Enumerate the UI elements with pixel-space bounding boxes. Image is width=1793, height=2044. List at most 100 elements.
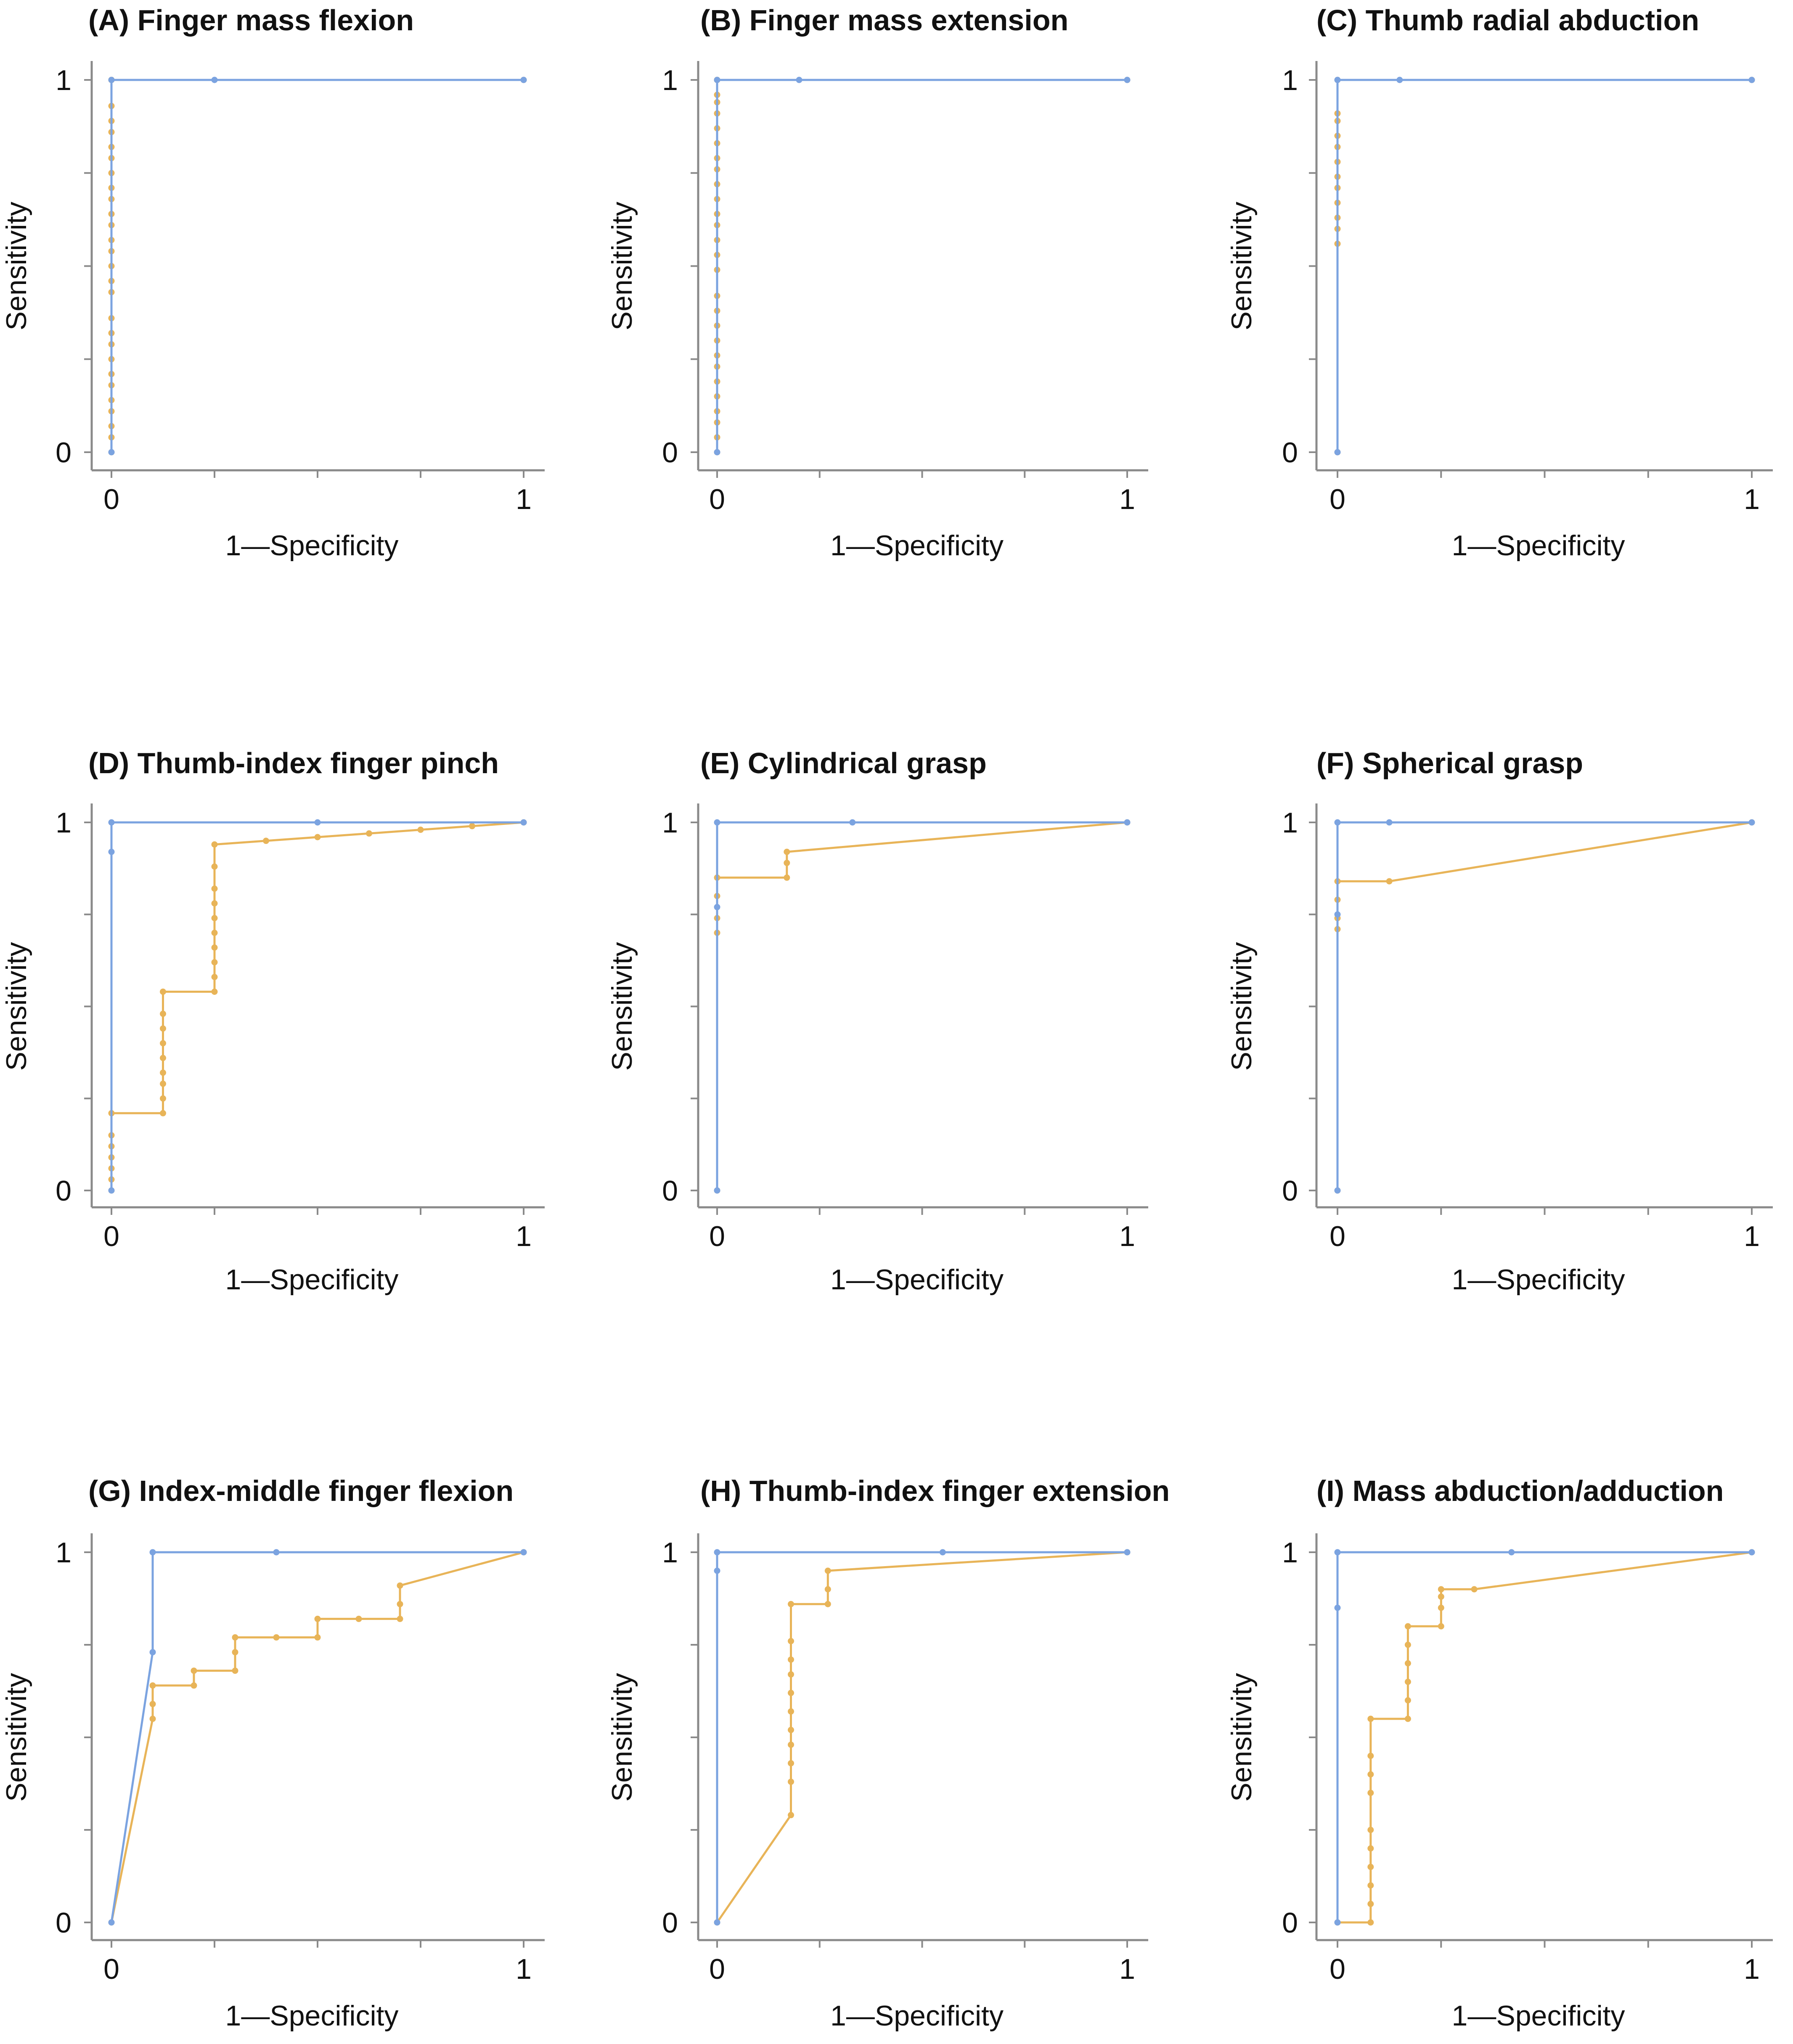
roc-point — [1334, 1549, 1341, 1556]
roc-point — [355, 1615, 362, 1622]
y-tick-label: 1 — [56, 807, 72, 839]
y-tick-label: 0 — [1282, 1175, 1298, 1207]
roc-point — [1367, 1789, 1374, 1796]
roc-point — [788, 1671, 794, 1678]
roc-point — [1404, 1697, 1411, 1704]
y-axis-label: Sensitivity — [1226, 201, 1258, 330]
roc-point — [314, 834, 321, 840]
roc-point — [211, 841, 218, 848]
roc-point — [1334, 1187, 1341, 1194]
x-axis-label: 1—Specificity — [1452, 530, 1625, 562]
roc-point — [263, 838, 269, 844]
roc-panel: (A) Finger mass flexion 0 1 0 1 Sensitivity 1—… — [0, 4, 545, 562]
roc-panel: (C) Thumb radial abduction 0 1 0 1 Sensitivit… — [1226, 4, 1773, 562]
roc-point — [788, 1726, 794, 1733]
y-tick-label: 0 — [56, 1175, 72, 1207]
roc-point — [397, 1582, 403, 1589]
panel-title: (I) Mass abduction/adduction — [1316, 1474, 1724, 1507]
x-tick-label: 0 — [709, 1220, 725, 1252]
roc-point — [1334, 911, 1341, 918]
roc-panel: (G) Index-middle finger flexion 0 1 0 1 Sensi… — [0, 1474, 545, 2032]
roc-curve-line — [716, 79, 1127, 452]
y-tick-label: 0 — [662, 1907, 678, 1939]
roc-point — [1438, 1623, 1444, 1630]
panel-title: (C) Thumb radial abduction — [1316, 4, 1699, 37]
roc-point — [1748, 77, 1755, 83]
roc-point — [788, 1638, 794, 1644]
roc-point — [211, 77, 218, 83]
roc-point — [796, 77, 802, 83]
roc-point — [469, 823, 475, 830]
roc-point — [314, 1615, 321, 1622]
roc-point — [1404, 1641, 1411, 1648]
roc-point — [1438, 1593, 1444, 1600]
roc-point — [714, 904, 720, 910]
roc-point — [1471, 1586, 1478, 1593]
roc-point — [714, 819, 720, 826]
y-axis-label: Sensitivity — [606, 942, 638, 1071]
roc-point — [1367, 1845, 1374, 1852]
x-tick-label: 1 — [516, 1953, 532, 1985]
roc-curve-line — [110, 79, 524, 452]
y-tick-label: 1 — [662, 64, 678, 96]
roc-curve-line — [1336, 821, 1752, 1190]
roc-point — [1386, 819, 1393, 826]
roc-curve-line — [1336, 1551, 1752, 1922]
roc-point — [149, 1701, 156, 1707]
panel-title: (B) Finger mass extension — [700, 4, 1068, 37]
roc-point — [520, 1549, 527, 1556]
x-axis-label: 1—Specificity — [225, 530, 399, 562]
roc-curve-line — [1336, 79, 1752, 452]
y-tick-label: 0 — [56, 1907, 72, 1939]
roc-point — [520, 819, 527, 826]
roc-point — [714, 1919, 720, 1926]
roc-point — [1367, 1919, 1374, 1926]
x-tick-label: 0 — [709, 1953, 725, 1985]
roc-point — [232, 1668, 238, 1674]
roc-point — [1334, 819, 1341, 826]
roc-point — [788, 1760, 794, 1767]
roc-point — [160, 1010, 166, 1017]
roc-point — [939, 1549, 946, 1556]
roc-point — [1438, 1586, 1444, 1593]
roc-point — [108, 1919, 115, 1926]
roc-curve-line — [1336, 79, 1752, 452]
y-tick-label: 1 — [1282, 1537, 1298, 1569]
y-axis-label: Sensitivity — [0, 942, 32, 1071]
roc-point — [784, 874, 790, 881]
roc-point — [1404, 1678, 1411, 1685]
roc-point — [784, 848, 790, 855]
roc-point — [1748, 1549, 1755, 1556]
roc-curve-line — [716, 1551, 1127, 1922]
roc-point — [1124, 77, 1131, 83]
y-tick-label: 0 — [662, 1175, 678, 1207]
roc-point — [108, 449, 115, 456]
y-axis-label: Sensitivity — [1226, 942, 1258, 1071]
y-axis-label: Sensitivity — [606, 201, 638, 330]
roc-point — [788, 1812, 794, 1819]
panel-title: (G) Index-middle finger flexion — [88, 1474, 514, 1507]
roc-point — [232, 1634, 238, 1641]
roc-point — [1334, 1919, 1341, 1926]
roc-panel: (E) Cylindrical grasp 0 1 0 1 Sensitivity 1—Sp… — [606, 747, 1148, 1296]
roc-point — [397, 1615, 403, 1622]
roc-curve-line — [1337, 1551, 1752, 1924]
roc-point — [714, 1549, 720, 1556]
x-tick-label: 0 — [1330, 1220, 1345, 1252]
roc-point — [160, 1110, 166, 1116]
roc-panel: (D) Thumb-index finger pinch 0 1 0 1 Sensitiv… — [0, 747, 545, 1296]
roc-point — [232, 1649, 238, 1656]
x-tick-label: 1 — [1744, 1220, 1760, 1252]
roc-point — [160, 1095, 166, 1102]
roc-point — [211, 974, 218, 980]
roc-panel: (I) Mass abduction/adduction 0 1 0 1 Sensitiv… — [1226, 1474, 1773, 2032]
y-tick-label: 1 — [56, 64, 72, 96]
roc-point — [1404, 1623, 1411, 1630]
roc-point — [314, 1634, 321, 1641]
roc-point — [1367, 1882, 1374, 1889]
panel-title: (D) Thumb-index finger pinch — [88, 747, 499, 779]
x-tick-label: 1 — [1744, 483, 1760, 515]
roc-point — [108, 848, 115, 855]
roc-point — [1748, 819, 1755, 826]
roc-panel: (H) Thumb-index finger extension 0 1 0 1 Sens… — [606, 1474, 1170, 2032]
